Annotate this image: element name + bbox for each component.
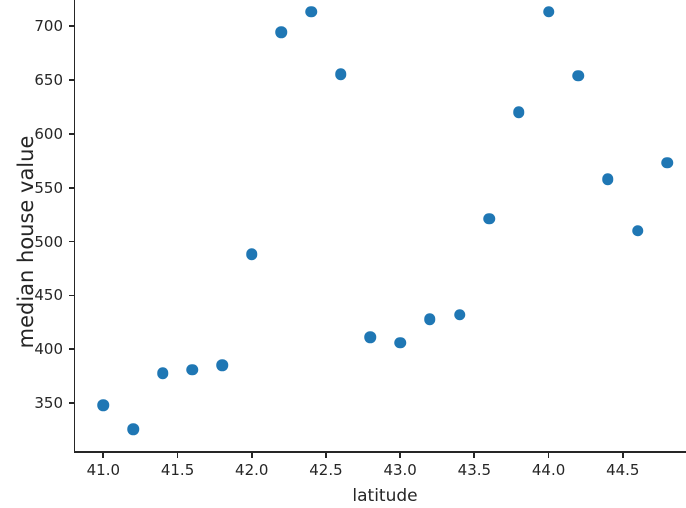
x-tick-label: 41.0 <box>86 461 121 479</box>
x-axis-spine <box>73 451 686 453</box>
x-tick-mark <box>176 453 179 458</box>
y-tick-mark <box>69 348 74 351</box>
data-point <box>661 157 674 169</box>
data-point <box>424 313 436 325</box>
x-tick-label: 42.0 <box>235 461 269 479</box>
data-point <box>305 6 317 18</box>
x-axis-label: latitude <box>352 486 418 506</box>
y-tick-label: 400 <box>34 340 63 359</box>
y-tick-mark <box>69 25 74 27</box>
data-point <box>246 248 258 261</box>
data-point <box>335 68 347 81</box>
y-tick-label: 350 <box>34 394 63 413</box>
y-tick-label: 650 <box>34 70 63 89</box>
data-point <box>97 399 110 412</box>
data-point <box>186 364 199 376</box>
x-tick-label: 44.0 <box>531 461 566 479</box>
data-point <box>513 106 525 118</box>
y-tick-mark <box>69 240 74 243</box>
y-tick-label: 600 <box>34 124 63 143</box>
y-tick-mark <box>69 402 74 405</box>
data-point <box>483 213 495 225</box>
y-tick-mark <box>69 78 74 81</box>
data-point <box>127 423 139 435</box>
data-point <box>216 359 228 372</box>
x-tick-mark <box>547 453 550 458</box>
x-tick-label: 43.0 <box>383 461 417 479</box>
data-point <box>631 224 644 237</box>
x-tick-mark <box>325 453 327 458</box>
x-tick-label: 41.5 <box>160 461 195 479</box>
data-point <box>275 26 288 39</box>
x-tick-mark <box>250 453 253 458</box>
y-axis-spine <box>73 0 76 453</box>
y-tick-mark <box>69 294 74 297</box>
x-tick-mark <box>621 453 624 458</box>
data-point <box>394 337 406 349</box>
data-point <box>542 6 555 18</box>
y-tick-label: 550 <box>34 178 63 197</box>
x-tick-label: 42.5 <box>309 461 343 479</box>
data-point <box>156 367 169 379</box>
x-tick-mark <box>102 453 105 458</box>
x-tick-label: 43.5 <box>457 461 492 479</box>
y-tick-mark <box>69 186 74 189</box>
data-point <box>453 309 466 321</box>
y-tick-label: 500 <box>34 232 63 251</box>
x-tick-label: 44.5 <box>606 461 640 479</box>
y-tick-label: 450 <box>34 286 63 305</box>
data-point <box>364 331 377 344</box>
y-tick-label: 700 <box>34 16 63 35</box>
data-point <box>572 69 584 82</box>
data-point <box>602 173 614 185</box>
y-tick-mark <box>69 132 74 135</box>
x-tick-mark <box>473 453 476 458</box>
x-tick-mark <box>399 453 402 458</box>
